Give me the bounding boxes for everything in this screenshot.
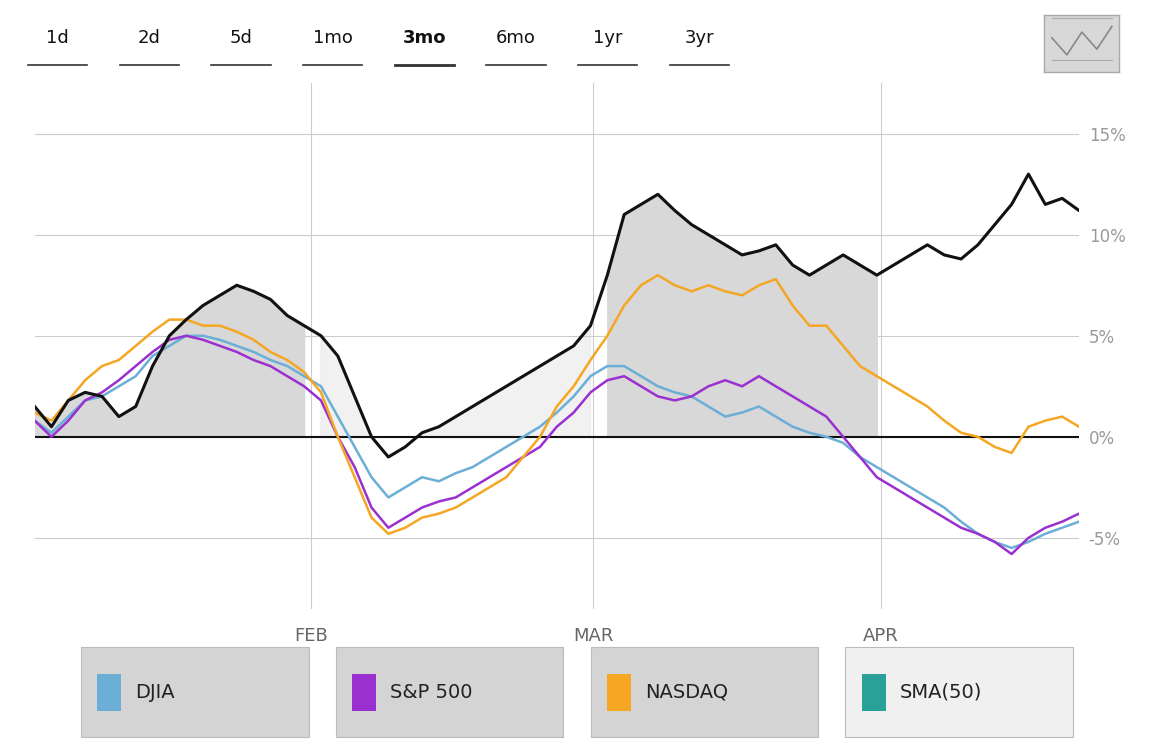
FancyBboxPatch shape (607, 674, 631, 711)
Text: DJIA: DJIA (135, 683, 174, 702)
FancyBboxPatch shape (97, 674, 121, 711)
Text: 5d: 5d (230, 29, 253, 47)
FancyBboxPatch shape (352, 674, 376, 711)
Text: 2d: 2d (138, 29, 160, 47)
Text: SMA(50): SMA(50) (900, 683, 982, 702)
FancyBboxPatch shape (336, 647, 563, 737)
Text: 1d: 1d (46, 29, 69, 47)
Text: 3mo: 3mo (403, 29, 447, 47)
FancyBboxPatch shape (81, 647, 308, 737)
Text: 1yr: 1yr (593, 29, 622, 47)
Text: 6mo: 6mo (496, 29, 535, 47)
FancyBboxPatch shape (591, 647, 818, 737)
Text: 1mo: 1mo (313, 29, 353, 47)
Text: S&P 500: S&P 500 (390, 683, 472, 702)
Text: NASDAQ: NASDAQ (645, 683, 728, 702)
FancyBboxPatch shape (846, 647, 1073, 737)
FancyBboxPatch shape (862, 674, 885, 711)
Text: 3yr: 3yr (684, 29, 714, 47)
